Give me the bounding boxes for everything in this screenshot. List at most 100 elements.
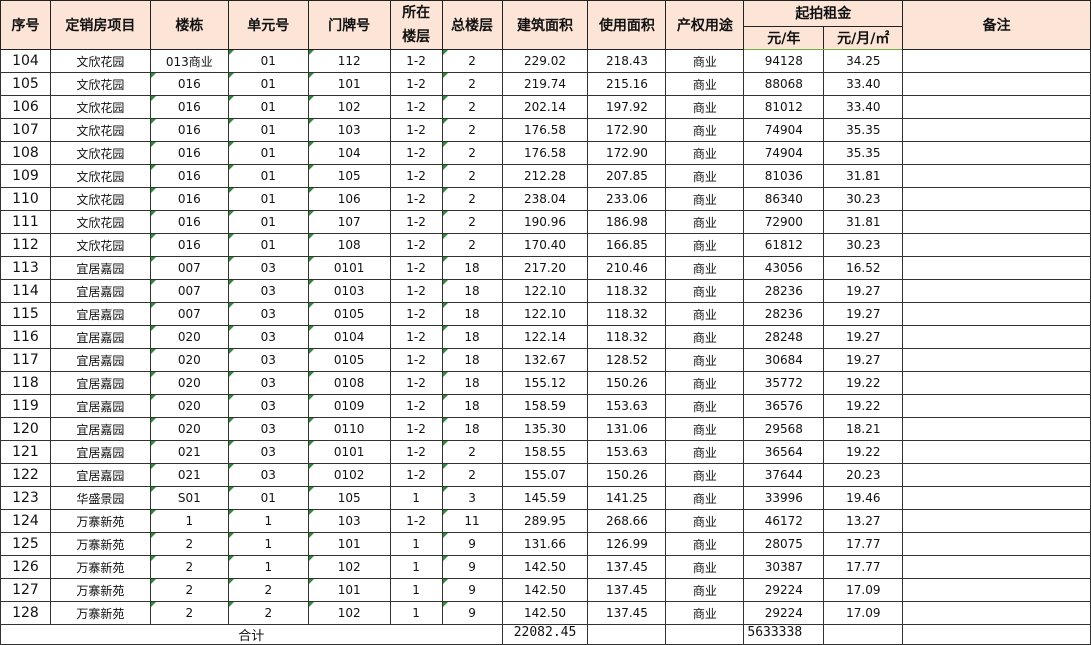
cell-unit[interactable]: 01: [227, 49, 309, 73]
cell-remark[interactable]: [902, 440, 1091, 464]
cell-floor[interactable]: 1-2: [389, 141, 443, 165]
cell-door[interactable]: 106: [307, 187, 391, 211]
header-project[interactable]: 定销房项目: [49, 0, 151, 50]
cell-seq[interactable]: 118: [0, 371, 51, 395]
cell-project[interactable]: 宜居嘉园: [49, 302, 151, 326]
cell-door[interactable]: 103: [307, 509, 391, 533]
cell-building[interactable]: 021: [149, 440, 229, 464]
cell-door[interactable]: 103: [307, 118, 391, 142]
cell-total-floors[interactable]: 9: [441, 532, 503, 556]
header-rent-month-sqm[interactable]: 元/月/㎡: [823, 25, 904, 51]
cell-use-area[interactable]: 218.43: [587, 49, 667, 73]
cell-seq[interactable]: 109: [0, 164, 51, 188]
cell-rent-year[interactable]: 30684: [743, 348, 825, 372]
cell-door[interactable]: 0109: [307, 394, 391, 418]
cell-building[interactable]: 2: [149, 555, 229, 579]
cell-build-area[interactable]: 170.40: [501, 233, 589, 257]
cell-remark[interactable]: [902, 72, 1091, 96]
cell-unit[interactable]: 01: [227, 210, 309, 234]
cell-rent-month-sqm[interactable]: 19.46: [823, 486, 904, 510]
cell-project[interactable]: 宜居嘉园: [49, 394, 151, 418]
cell-use-area[interactable]: 172.90: [587, 118, 667, 142]
cell-build-area[interactable]: 212.28: [501, 164, 589, 188]
cell-total-floors[interactable]: 18: [441, 348, 503, 372]
cell-door[interactable]: 108: [307, 233, 391, 257]
cell-build-area[interactable]: 190.96: [501, 210, 589, 234]
cell-build-area[interactable]: 132.67: [501, 348, 589, 372]
cell-unit[interactable]: 01: [227, 118, 309, 142]
cell-build-area[interactable]: 155.12: [501, 371, 589, 395]
cell-rent-month-sqm[interactable]: 19.22: [823, 440, 904, 464]
cell-unit[interactable]: 01: [227, 95, 309, 119]
cell-use-area[interactable]: 137.45: [587, 555, 667, 579]
cell-total-floors[interactable]: 2: [441, 141, 503, 165]
cell-rent-year[interactable]: 33996: [743, 486, 825, 510]
cell-unit[interactable]: 03: [227, 325, 309, 349]
cell-total-floors[interactable]: 18: [441, 279, 503, 303]
cell-build-area[interactable]: 122.10: [501, 279, 589, 303]
cell-use-area[interactable]: 186.98: [587, 210, 667, 234]
cell-rent-year[interactable]: 36576: [743, 394, 825, 418]
cell-rent-month-sqm[interactable]: 13.27: [823, 509, 904, 533]
cell-project[interactable]: 文欣花园: [49, 233, 151, 257]
cell-rent-month-sqm[interactable]: 35.35: [823, 141, 904, 165]
cell-total-floors[interactable]: 9: [441, 601, 503, 625]
cell-unit[interactable]: 03: [227, 302, 309, 326]
cell-rent-month-sqm[interactable]: 16.52: [823, 256, 904, 280]
cell-floor[interactable]: 1-2: [389, 302, 443, 326]
cell-rent-month-sqm[interactable]: 17.77: [823, 555, 904, 579]
cell-rent-year[interactable]: 28248: [743, 325, 825, 349]
total-build-area[interactable]: 22082.45: [501, 624, 589, 645]
cell-door[interactable]: 101: [307, 532, 391, 556]
cell-floor[interactable]: 1: [389, 555, 443, 579]
cell-use-area[interactable]: 150.26: [587, 371, 667, 395]
cell-rent-month-sqm[interactable]: 18.21: [823, 417, 904, 441]
cell-project[interactable]: 文欣花园: [49, 187, 151, 211]
cell-project[interactable]: 华盛景园: [49, 486, 151, 510]
cell-total-floors[interactable]: 9: [441, 555, 503, 579]
cell-project[interactable]: 文欣花园: [49, 164, 151, 188]
header-usage[interactable]: 产权用途: [665, 0, 745, 50]
cell-remark[interactable]: [902, 164, 1091, 188]
cell-usage[interactable]: 商业: [665, 486, 745, 510]
cell-remark[interactable]: [902, 210, 1091, 234]
cell-unit[interactable]: 03: [227, 394, 309, 418]
cell-building[interactable]: 007: [149, 279, 229, 303]
cell-usage[interactable]: 商业: [665, 210, 745, 234]
cell-seq[interactable]: 114: [0, 279, 51, 303]
cell-rent-year[interactable]: 88068: [743, 72, 825, 96]
cell-door[interactable]: 0101: [307, 256, 391, 280]
cell-build-area[interactable]: 229.02: [501, 49, 589, 73]
cell-door[interactable]: 105: [307, 486, 391, 510]
cell-rent-month-sqm[interactable]: 33.40: [823, 72, 904, 96]
cell-building[interactable]: 020: [149, 394, 229, 418]
cell-remark[interactable]: [902, 49, 1091, 73]
cell-floor[interactable]: 1: [389, 578, 443, 602]
cell-remark[interactable]: [902, 463, 1091, 487]
cell-project[interactable]: 文欣花园: [49, 210, 151, 234]
cell-remark[interactable]: [902, 118, 1091, 142]
cell-rent-month-sqm[interactable]: 19.27: [823, 348, 904, 372]
cell-rent-year[interactable]: 72900: [743, 210, 825, 234]
header-door[interactable]: 门牌号: [307, 0, 391, 50]
cell-floor[interactable]: 1-2: [389, 325, 443, 349]
cell-seq[interactable]: 122: [0, 463, 51, 487]
cell-total-floors[interactable]: 9: [441, 578, 503, 602]
cell-rent-year[interactable]: 94128: [743, 49, 825, 73]
cell-floor[interactable]: 1-2: [389, 95, 443, 119]
cell-rent-month-sqm[interactable]: 17.77: [823, 532, 904, 556]
cell-use-area[interactable]: 210.46: [587, 256, 667, 280]
cell-rent-year[interactable]: 74904: [743, 141, 825, 165]
cell-unit[interactable]: 03: [227, 256, 309, 280]
cell-rent-year[interactable]: 29224: [743, 601, 825, 625]
header-use-area[interactable]: 使用面积: [587, 0, 667, 50]
cell-build-area[interactable]: 176.58: [501, 141, 589, 165]
cell-seq[interactable]: 116: [0, 325, 51, 349]
cell-use-area[interactable]: 126.99: [587, 532, 667, 556]
cell-rent-month-sqm[interactable]: 19.27: [823, 325, 904, 349]
cell-seq[interactable]: 111: [0, 210, 51, 234]
cell-rent-month-sqm[interactable]: 33.40: [823, 95, 904, 119]
cell-seq[interactable]: 128: [0, 601, 51, 625]
cell-total-floors[interactable]: 18: [441, 394, 503, 418]
cell-usage[interactable]: 商业: [665, 187, 745, 211]
